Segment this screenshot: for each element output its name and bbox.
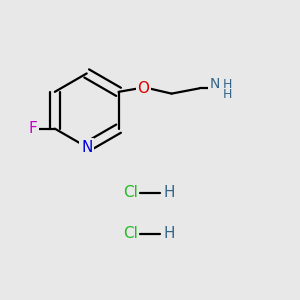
Text: F: F — [28, 121, 37, 136]
Text: H: H — [223, 88, 232, 101]
Text: Cl: Cl — [123, 185, 138, 200]
Text: H: H — [163, 226, 175, 242]
Text: H: H — [223, 78, 232, 91]
Text: N: N — [210, 77, 220, 92]
Text: O: O — [138, 81, 150, 96]
Text: Cl: Cl — [123, 226, 138, 242]
Text: H: H — [163, 185, 175, 200]
Text: N: N — [81, 140, 92, 154]
